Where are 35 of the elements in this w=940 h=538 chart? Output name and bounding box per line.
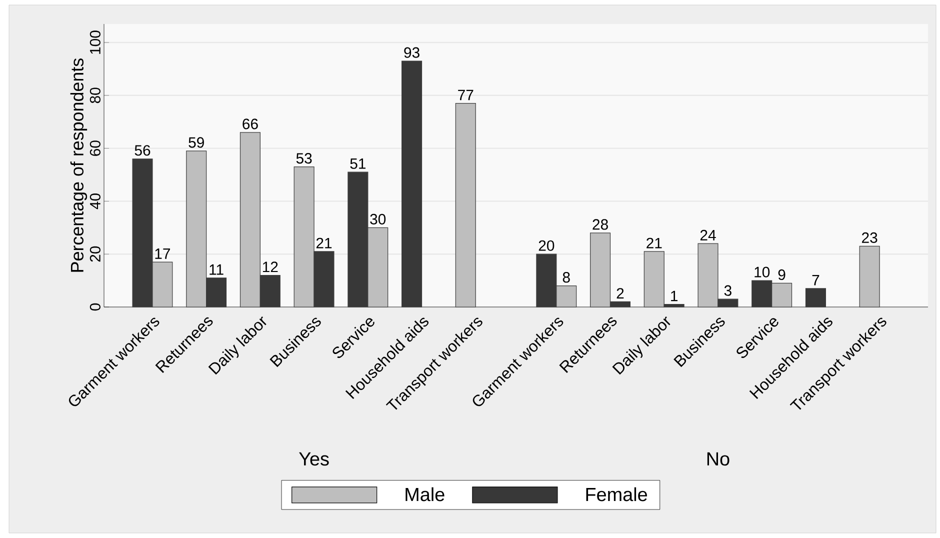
y-tick-label: 20 [90,246,100,262]
data-label: 17 [155,248,170,259]
data-label: 20 [538,240,554,251]
y-tick-label: 60 [90,140,100,156]
data-label: 53 [296,153,312,164]
data-label: 10 [754,266,770,278]
data-label: 28 [592,219,608,230]
data-label: 66 [242,118,258,130]
data-label: 3 [724,285,732,296]
data-label: 2 [616,288,624,299]
data-label: 21 [316,238,332,248]
data-label: 23 [862,232,878,243]
data-label: 56 [134,145,150,156]
y-tick-label: 40 [90,193,100,210]
data-label: 59 [188,137,204,148]
data-label: 9 [778,269,786,280]
data-label: 93 [404,47,420,58]
y-tick-label: 80 [90,88,100,104]
legend-label: Male [406,487,444,502]
data-label: 12 [262,262,278,272]
y-tick-label: 100 [90,30,100,54]
data-label: 24 [700,230,716,240]
data-label: 11 [210,264,224,275]
data-label: 21 [646,238,662,248]
text: No [707,452,730,466]
text: Yes [299,452,329,466]
y-tick-label: 0 [90,303,100,311]
data-label: 7 [812,275,820,286]
data-label: 77 [458,90,474,100]
data-label: 8 [562,272,570,283]
y-axis-title: Percentage of respondents [70,58,88,272]
data-label: 1 [671,290,678,302]
data-label: 30 [370,214,386,224]
legend-label: Female [586,487,648,502]
data-label: 51 [350,158,366,169]
